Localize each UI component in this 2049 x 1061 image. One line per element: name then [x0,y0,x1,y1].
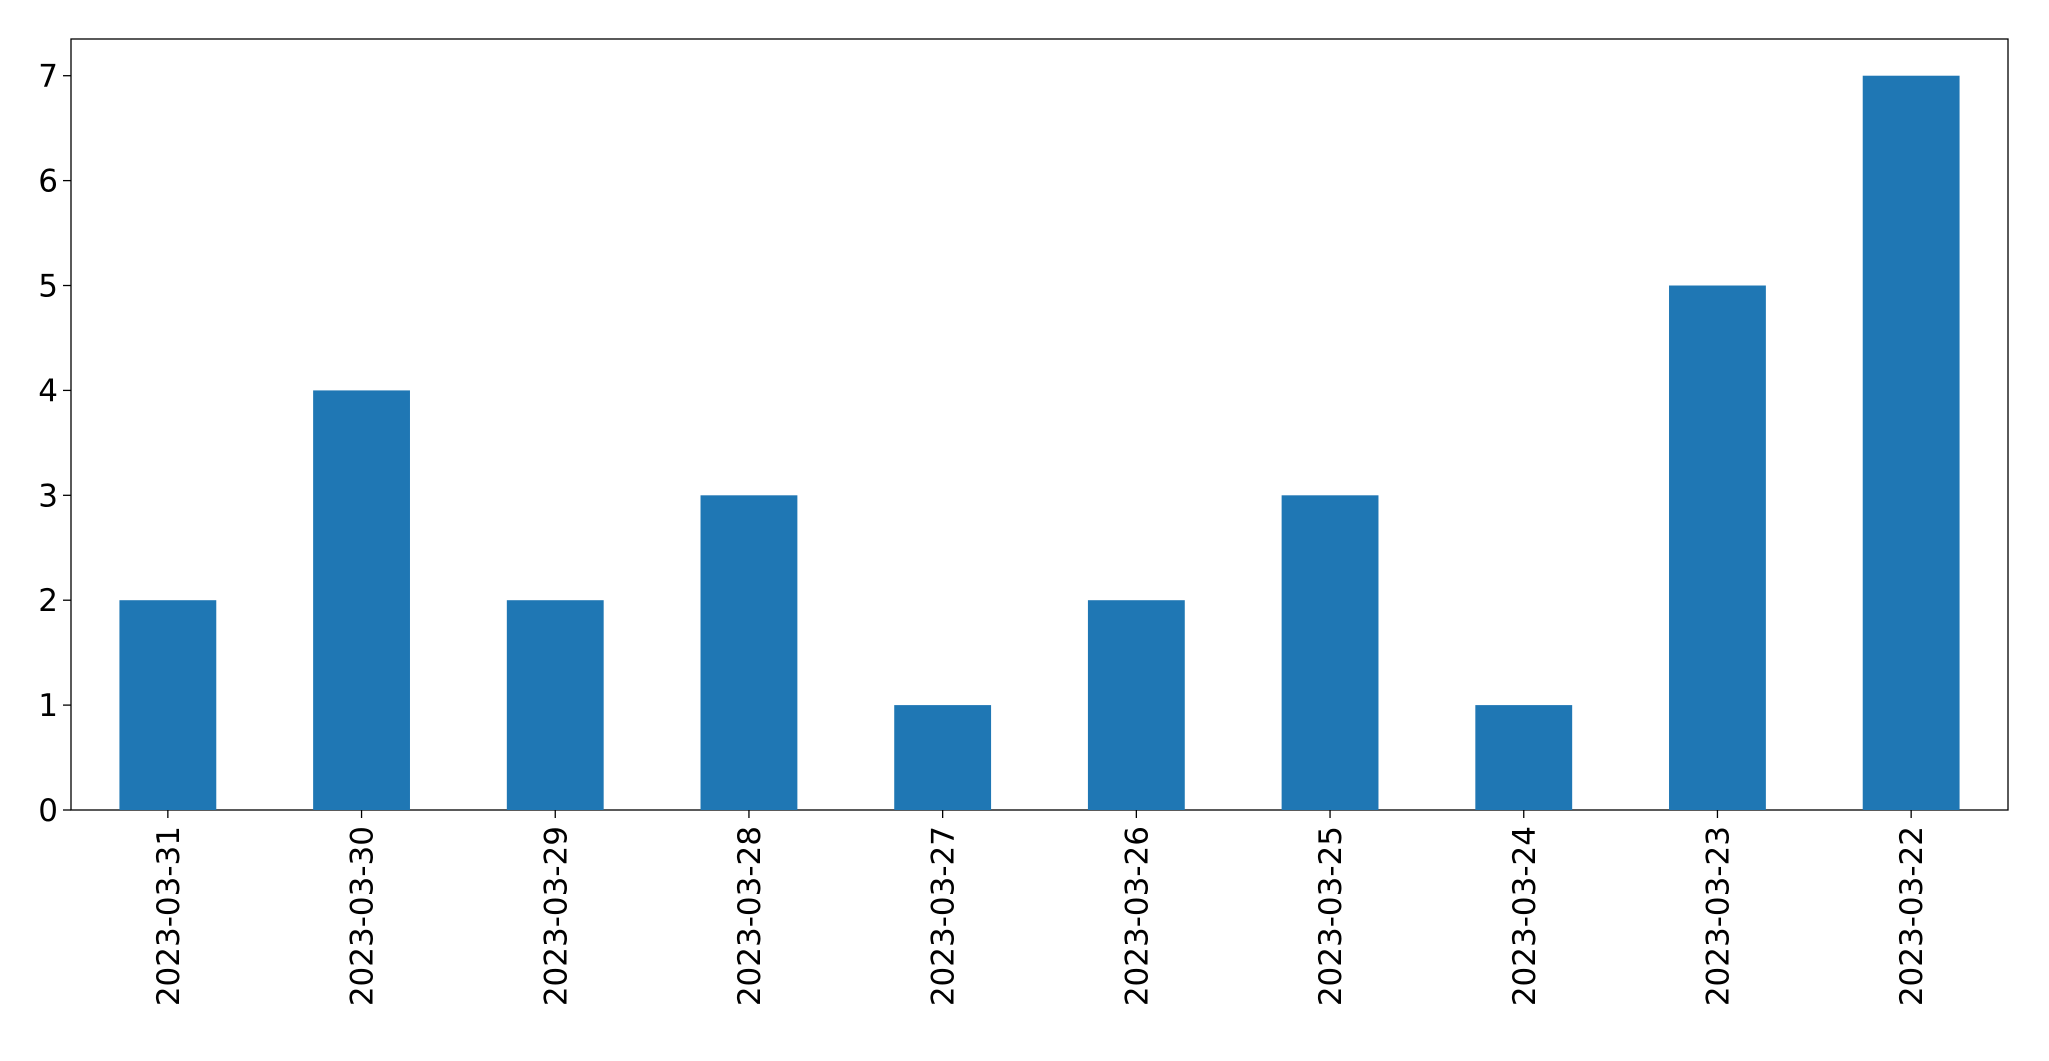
bar [506,600,604,810]
x-tick-label: 2023-03-28 [732,826,768,1006]
y-tick-label: 2 [38,583,58,619]
y-tick-label: 1 [38,688,58,724]
x-tick-label: 2023-03-26 [1119,826,1155,1006]
bar [700,495,798,810]
x-tick-label: 2023-03-29 [538,826,574,1006]
bar [1475,705,1573,810]
bar [894,705,992,810]
x-tick-label: 2023-03-30 [345,826,381,1006]
y-tick-label: 3 [38,478,58,514]
x-tick-label: 2023-03-24 [1507,826,1543,1006]
y-tick-label: 7 [38,59,58,95]
x-tick-label: 2023-03-22 [1894,826,1930,1006]
bar [313,390,410,810]
x-tick-label: 2023-03-31 [151,826,187,1006]
x-tick-label: 2023-03-23 [1700,826,1736,1006]
y-tick-label: 6 [38,164,58,200]
bar [1669,285,1766,810]
x-tick-label: 2023-03-25 [1313,826,1349,1006]
y-tick-label: 0 [38,793,58,829]
y-tick-label: 5 [38,269,58,305]
y-tick-label: 4 [38,373,58,409]
bar [1087,600,1185,810]
x-tick-label: 2023-03-27 [926,826,962,1006]
bar [1862,75,1960,810]
bar [119,600,217,810]
plot-frame [70,38,2009,811]
bar [1281,495,1379,810]
